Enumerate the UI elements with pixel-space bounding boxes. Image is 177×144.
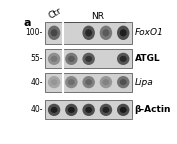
- Ellipse shape: [100, 76, 112, 88]
- Ellipse shape: [68, 79, 75, 85]
- Ellipse shape: [120, 79, 127, 85]
- Ellipse shape: [117, 104, 129, 116]
- Bar: [45, 73, 132, 92]
- Text: β-Actin: β-Actin: [135, 105, 171, 114]
- Ellipse shape: [65, 104, 78, 116]
- Ellipse shape: [85, 107, 92, 113]
- Ellipse shape: [51, 79, 58, 85]
- Ellipse shape: [82, 76, 95, 88]
- Ellipse shape: [82, 104, 95, 116]
- Bar: [45, 22, 132, 44]
- Ellipse shape: [48, 104, 60, 116]
- Ellipse shape: [117, 26, 129, 40]
- Text: Ctr: Ctr: [47, 6, 64, 21]
- Ellipse shape: [51, 56, 58, 62]
- Ellipse shape: [48, 76, 60, 88]
- Ellipse shape: [120, 56, 127, 62]
- Text: ATGL: ATGL: [135, 54, 160, 63]
- Ellipse shape: [65, 53, 78, 65]
- Ellipse shape: [51, 107, 58, 113]
- Ellipse shape: [120, 107, 127, 113]
- Ellipse shape: [48, 26, 60, 40]
- Bar: [45, 49, 132, 68]
- Ellipse shape: [102, 107, 109, 113]
- Ellipse shape: [85, 29, 92, 36]
- Ellipse shape: [85, 56, 92, 62]
- Text: 100-: 100-: [25, 28, 43, 37]
- Ellipse shape: [82, 53, 95, 65]
- Ellipse shape: [68, 56, 75, 62]
- Text: 40-: 40-: [30, 78, 43, 87]
- Ellipse shape: [48, 53, 60, 65]
- Ellipse shape: [102, 79, 109, 85]
- Text: NR: NR: [91, 12, 104, 21]
- Ellipse shape: [51, 29, 58, 36]
- Text: FoxO1: FoxO1: [135, 28, 164, 37]
- Ellipse shape: [100, 104, 112, 116]
- Ellipse shape: [100, 26, 112, 40]
- Text: 40-: 40-: [30, 105, 43, 114]
- Ellipse shape: [82, 26, 95, 40]
- Ellipse shape: [102, 29, 109, 36]
- Ellipse shape: [65, 76, 78, 88]
- Ellipse shape: [117, 76, 129, 88]
- Text: a: a: [24, 18, 31, 28]
- Ellipse shape: [68, 107, 75, 113]
- Text: Lipa: Lipa: [135, 78, 153, 87]
- Bar: [45, 101, 132, 119]
- Ellipse shape: [120, 29, 127, 36]
- Ellipse shape: [117, 53, 129, 65]
- Ellipse shape: [85, 79, 92, 85]
- Text: 55-: 55-: [30, 54, 43, 63]
